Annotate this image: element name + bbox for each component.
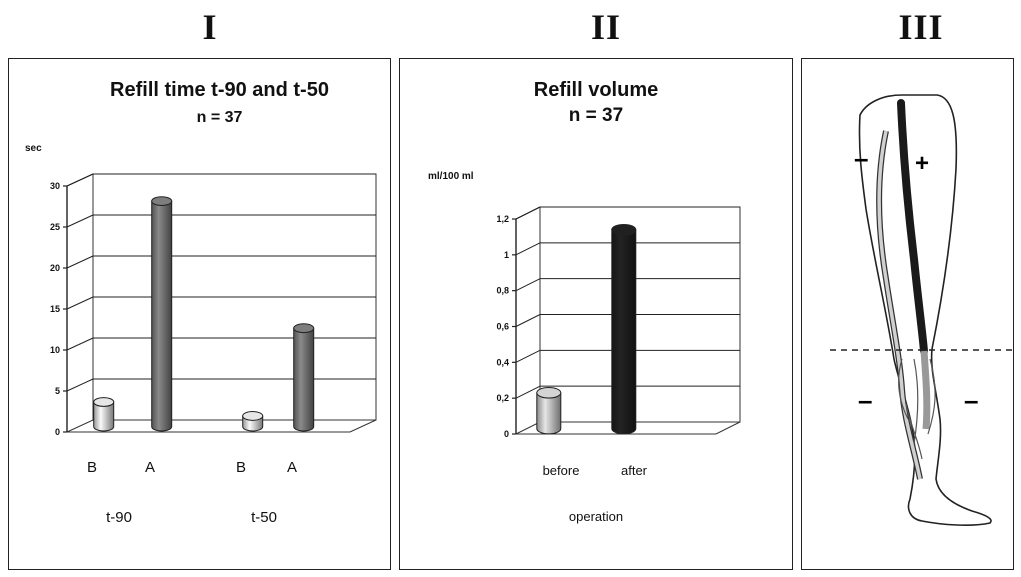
panel-refill-time: Refill time t-90 and t-50 n = 37 sec 0 5 1… [8,58,391,570]
chart1-x-label-4: A [286,459,298,476]
chart2-title: Refill volume [533,79,659,101]
chart2-grid-diag [515,349,541,363]
chart1-grid-diag [66,337,94,351]
chart1-group-label-2: t-50 [251,509,277,526]
chart2-bar-top-1 [536,386,562,399]
chart2-bar-1 [536,392,562,435]
minus-sign-lower-left: – [858,385,872,415]
chart1-tick-label: 30 [50,181,60,191]
chart1-title: Refill time t-90 and t-50 [110,79,329,101]
chart2-tick-label: 1,2 [496,214,509,224]
chart1-grid-diag [66,214,94,228]
chart1-x-label-3: B [235,459,247,476]
chart2-plot: 0 0,2 0,4 0,6 0,8 1 1,2 [496,206,741,439]
plus-sign: + [915,150,929,177]
leg-outline [858,94,992,526]
chart2-tick-label: 0,2 [496,393,509,403]
chart2-grid-diag [515,242,541,256]
chart1-tick-label: 5 [55,386,60,396]
chart1-grid-diag [66,378,94,392]
panel-header-1: I [202,7,218,47]
chart1-bar-2 [151,200,173,432]
chart1-bar-top-4 [293,323,315,334]
chart2-grid-diag [515,206,541,220]
chart1-subtitle: n = 37 [196,109,243,126]
deep-vein-lower [920,350,931,430]
chart1-plot: 0 5 10 15 20 25 30 [50,173,377,437]
chart1-group-label-1: t-90 [106,509,132,526]
chart2-tick-label: 0,8 [496,286,509,296]
leg-illustration: – + – – [830,94,1014,526]
chart1-grid-diag [66,173,94,187]
chart1-bar-top-3 [242,411,264,421]
chart1-tick-label: 10 [50,345,60,355]
chart1-bar-4 [293,327,315,432]
chart1-tick-label: 0 [55,427,60,437]
chart1-tick-label: 20 [50,263,60,273]
chart2-tick-label: 1 [504,250,509,260]
chart1-grid-diag [66,296,94,310]
panel-leg-diagram: – + – – [801,58,1014,570]
chart2-xlabel: operation [568,509,624,524]
chart2-bar-top-2 [611,223,637,236]
chart1-x-label-2: A [144,459,156,476]
chart1-bar-top-2 [151,196,173,207]
deep-vein-segment [897,99,928,355]
chart2-subtitle: n = 37 [568,105,624,126]
chart1-grid-diag [66,255,94,269]
chart2-bar-2 [611,229,637,435]
chart2-x-label-before: before [542,463,580,478]
lower-veins [898,358,936,460]
chart2-ylabel: ml/100 ml [428,171,474,182]
chart2-tick-label: 0,4 [496,357,509,367]
chart2-grid-diag [515,385,541,399]
chart2-tick-label: 0 [504,429,509,439]
chart2-tick-label: 0,6 [496,322,509,332]
panel-refill-volume: Refill volume n = 37 ml/100 ml 0 0,2 0,4 0,… [399,58,793,570]
chart1-tick-label: 25 [50,222,60,232]
chart2-grid-diag [515,278,541,292]
chart1-x-label-1: B [86,459,98,476]
panel-header-2: II [590,7,622,47]
panel-header-3: III [898,7,944,47]
minus-sign-lower-right: – [964,385,978,415]
chart1-tick-label: 15 [50,304,60,314]
chart1-ylabel: sec [25,143,42,154]
chart2-x-label-after: after [620,463,648,478]
chart1-bar-1 [93,401,115,432]
chart1-bar-top-1 [93,397,115,407]
chart2-grid-diag [515,314,541,327]
minus-sign-upper: – [854,143,868,173]
